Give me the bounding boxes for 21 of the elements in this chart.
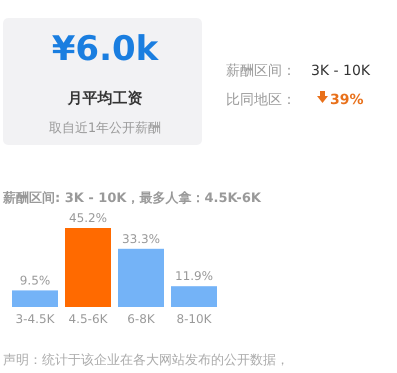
text: 薪酬区间： (226, 63, 296, 79)
text: 比同地区： (226, 92, 296, 108)
text: 3K - 10K (311, 63, 371, 79)
x-tick-label: 6-8K (127, 312, 156, 326)
x-tick-label: 8-10K (176, 312, 213, 326)
data-label: 9.5% (20, 273, 50, 288)
bar (12, 290, 58, 307)
text: 39% (330, 92, 364, 108)
bar (171, 286, 217, 307)
text: 取自近1年公开薪酬 (48, 121, 162, 136)
bar (118, 248, 164, 307)
bar (65, 228, 111, 307)
text: 月平均工资 (66, 89, 142, 107)
chart-title: 薪酬区间: 3K - 10K，最多人拿：4.5K-6K (2, 190, 262, 206)
data-label: 45.2% (68, 211, 108, 225)
text: 声明：统计于该企业在各大网站发布的公开数据， (3, 352, 289, 368)
data-label: 11.9% (174, 269, 214, 284)
text: ¥6.0k (52, 29, 160, 69)
x-tick-label: 3-4.5K (16, 312, 56, 326)
x-tick-label: 4.5-6K (68, 312, 109, 326)
data-label: 33.3% (122, 232, 160, 246)
